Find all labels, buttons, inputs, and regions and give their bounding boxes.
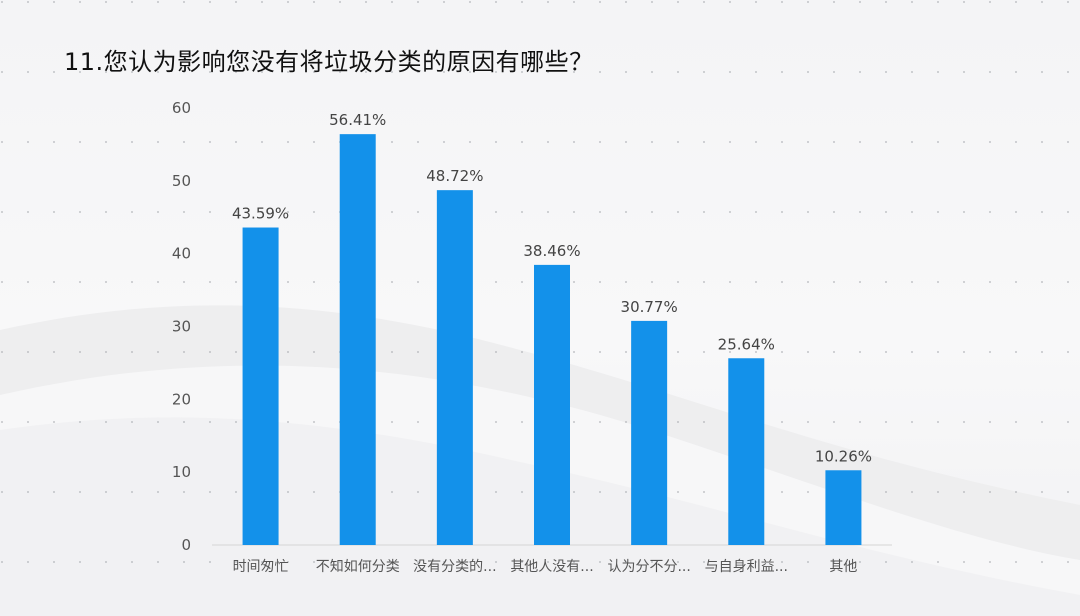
x-axis-label-6: 其他 xyxy=(829,559,857,575)
x-axis-label-5: 与自身利益... xyxy=(705,559,788,575)
bars-group xyxy=(242,134,862,546)
bar-3 xyxy=(534,264,570,545)
data-label-0: 43.59% xyxy=(232,205,289,223)
data-label-5: 25.64% xyxy=(718,335,775,353)
data-label-4: 30.77% xyxy=(621,298,678,316)
y-axis-ticks: 0 10 20 30 40 50 60 xyxy=(172,99,191,554)
data-label-6: 10.26% xyxy=(815,447,872,465)
data-labels-group: 43.59% 56.41% 48.72% 38.46% 30.77% 25.64% 10.2… xyxy=(232,111,872,465)
chart-title: 11.您认为影响您没有将垃圾分类的原因有哪些？ xyxy=(64,48,594,76)
bar-1 xyxy=(339,134,376,546)
bar-0 xyxy=(242,227,279,545)
x-axis-label-3: 其他人没有... xyxy=(510,559,593,575)
data-label-2: 48.72% xyxy=(426,167,483,185)
x-axis-label-0: 时间匆忙 xyxy=(233,559,289,575)
x-axis-label-4: 认为分不分... xyxy=(607,559,690,575)
x-axis-label-2: 没有分类的... xyxy=(413,559,496,575)
y-tick-label-0: 0 xyxy=(181,536,191,554)
y-tick-label-5: 50 xyxy=(172,172,191,190)
data-label-3: 38.46% xyxy=(523,242,580,260)
bar-4 xyxy=(631,320,668,545)
y-tick-label-2: 20 xyxy=(172,390,191,408)
y-tick-label-4: 40 xyxy=(172,245,191,263)
y-tick-label-1: 10 xyxy=(172,463,191,481)
data-label-1: 56.41% xyxy=(329,111,386,129)
x-axis-labels-group: 时间匆忙 不知如何分类 没有分类的... 其他人没有... 认为分不分... 与自身利益.… xyxy=(233,558,858,575)
y-tick-label-3: 30 xyxy=(172,318,191,336)
x-axis-label-1: 不知如何分类 xyxy=(316,558,400,575)
y-tick-label-6: 60 xyxy=(172,99,191,117)
bar-6 xyxy=(825,470,862,545)
bar-5 xyxy=(728,358,765,545)
bar-2 xyxy=(436,190,473,545)
